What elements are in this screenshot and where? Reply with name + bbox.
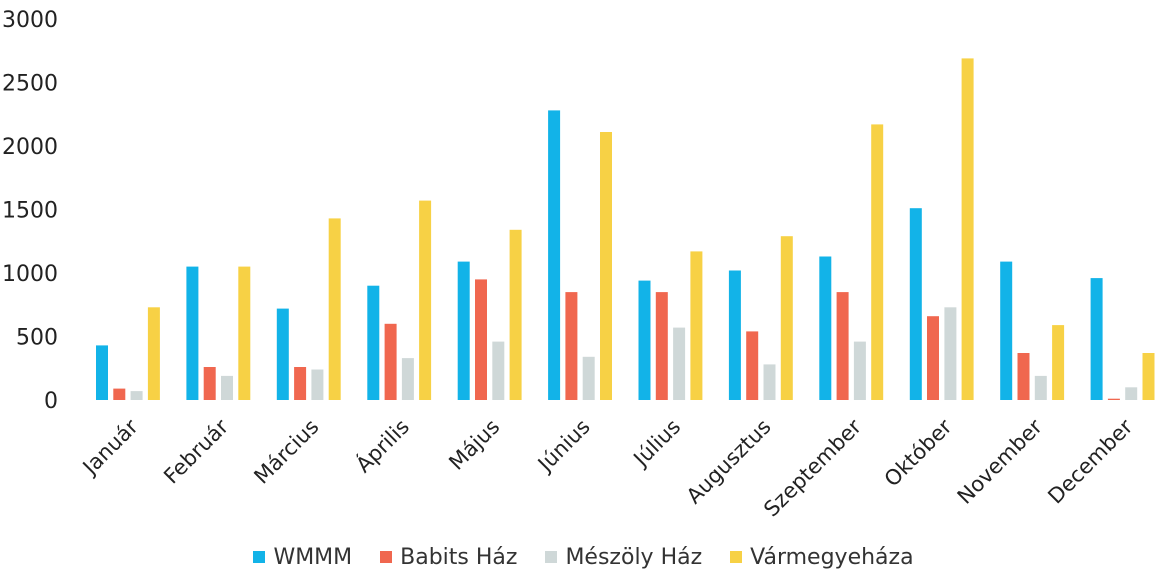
- bar: [96, 345, 108, 400]
- x-tick-label: Január: [77, 414, 143, 480]
- x-tick-label: Október: [880, 414, 957, 491]
- bar: [746, 331, 759, 400]
- bar: [961, 58, 974, 401]
- bar: [836, 292, 849, 400]
- bar: [1017, 353, 1030, 400]
- legend-item: WMMM: [253, 545, 352, 570]
- x-tick-label: November: [953, 414, 1047, 508]
- bar: [1000, 261, 1013, 400]
- bar: [147, 307, 160, 400]
- bar: [728, 270, 741, 400]
- y-tick-label: 2000: [2, 135, 58, 160]
- legend-item: Mészöly Ház: [545, 545, 702, 570]
- bar: [238, 266, 251, 400]
- x-axis: Január Február Március Április Május Június Jú…: [77, 414, 1138, 522]
- y-tick-label: 1500: [2, 199, 58, 224]
- bar: [944, 307, 957, 400]
- bar: [1107, 398, 1120, 400]
- bar: [819, 256, 832, 400]
- x-tick-label: December: [1043, 414, 1137, 508]
- bar: [1052, 325, 1065, 400]
- bar: [203, 367, 216, 400]
- x-tick-label: Augusztus: [682, 415, 776, 509]
- bar: [294, 367, 307, 400]
- bar: [600, 132, 612, 400]
- x-tick-label: Június: [532, 415, 595, 478]
- bar: [186, 266, 199, 400]
- legend-item: Vármegyeháza: [730, 544, 914, 570]
- bar: [853, 341, 866, 400]
- y-tick-label: 1000: [2, 262, 58, 287]
- bar: [1125, 387, 1138, 400]
- legend-swatch: [380, 551, 393, 563]
- y-tick-label: 2500: [2, 72, 58, 97]
- bar: [927, 316, 939, 400]
- legend-item: Babits Ház: [380, 545, 517, 570]
- bar: [548, 110, 561, 401]
- bar: [328, 218, 341, 400]
- bar: [1090, 278, 1103, 400]
- legend-label: WMMM: [273, 544, 353, 570]
- y-tick-label: 500: [16, 326, 58, 351]
- legend-swatch: [730, 551, 743, 563]
- bar: [130, 391, 143, 400]
- x-tick-label: Február: [159, 414, 233, 488]
- bar: [276, 308, 289, 400]
- bar: [401, 358, 414, 400]
- bar: [909, 208, 922, 400]
- bar: [475, 279, 487, 400]
- legend-label: Babits Ház: [400, 544, 518, 570]
- bar: [509, 229, 522, 400]
- y-tick-label: 3000: [2, 8, 58, 33]
- bar: [673, 327, 686, 400]
- bar: [763, 364, 776, 400]
- bar: [1142, 353, 1155, 400]
- bars: [96, 58, 1155, 401]
- bar: [638, 280, 651, 400]
- bar: [367, 285, 380, 400]
- x-tick-label: Március: [249, 415, 323, 489]
- bar: [871, 124, 884, 401]
- bar: [419, 200, 432, 400]
- bar: [311, 369, 324, 400]
- bar: [1034, 375, 1047, 400]
- bar: [780, 236, 793, 400]
- bar: [582, 356, 595, 400]
- legend: WMMM Babits Ház Mészöly Ház Vármegyeháza: [0, 540, 1167, 574]
- bar: [113, 388, 126, 400]
- x-tick-label: Április: [351, 414, 414, 477]
- legend-swatch: [545, 551, 558, 563]
- x-tick-label: Május: [444, 415, 504, 475]
- y-tick-label: 0: [44, 389, 58, 414]
- legend-label: Mészöly Ház: [565, 544, 703, 570]
- bar: [655, 292, 668, 400]
- bar: [690, 251, 703, 400]
- x-tick-label: Július: [628, 415, 686, 473]
- bar: [492, 341, 505, 400]
- bar: [221, 375, 233, 400]
- legend-label: Vármegyeháza: [750, 544, 914, 570]
- bar: [565, 292, 578, 400]
- y-axis: 0 500 1000 1500 2000 2500 3000: [2, 8, 58, 414]
- legend-swatch: [253, 551, 266, 563]
- bar: [457, 261, 470, 400]
- x-tick-label: Szeptember: [759, 414, 866, 521]
- bar: [384, 323, 397, 400]
